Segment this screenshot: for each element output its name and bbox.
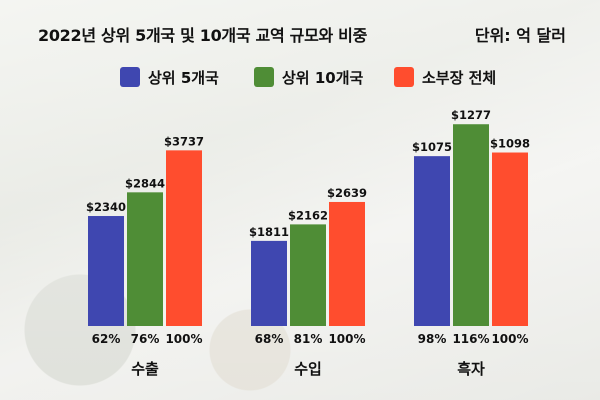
bar-group-0: $2340 62% $2844 76% $3737 100% 수출 (86, 134, 204, 378)
share-label-2-1: 116% (452, 332, 489, 346)
bar-1-0 (251, 240, 287, 326)
share-label-1-0: 68% (255, 332, 284, 346)
share-label-0-1: 76% (131, 332, 160, 346)
bar-2-2 (492, 152, 528, 326)
legend-label-top10: 상위 10개국 (282, 68, 364, 87)
value-label-2-1: $1277 (451, 108, 491, 122)
value-label-2-2: $1098 (490, 137, 530, 151)
bar-2-1 (453, 124, 489, 326)
legend-label-total: 소부장 전체 (422, 68, 497, 87)
value-label-1-1: $2162 (288, 208, 328, 222)
category-label-2: 흑자 (457, 360, 485, 378)
share-label-0-2: 100% (165, 332, 202, 346)
chart-title: 2022년 상위 5개국 및 10개국 교역 규모와 비중 (38, 26, 368, 45)
category-label-0: 수출 (131, 360, 159, 378)
bar-group-2: $1075 98% $1277 116% $1098 100% 흑자 (412, 108, 530, 378)
bar-group-1: $1811 68% $2162 81% $2639 100% 수입 (249, 186, 367, 378)
share-label-2-2: 100% (491, 332, 528, 346)
legend-swatch-top10 (254, 67, 274, 87)
share-label-0-0: 62% (92, 332, 121, 346)
value-label-0-0: $2340 (86, 200, 126, 214)
legend-item-total: 소부장 전체 (394, 64, 496, 90)
legend-item-top10: 상위 10개국 (254, 64, 363, 90)
value-label-1-0: $1811 (249, 225, 289, 239)
legend-swatch-top5 (120, 67, 140, 87)
legend: 상위 5개국 상위 10개국 소부장 전체 (0, 64, 600, 90)
bar-1-1 (290, 224, 326, 326)
value-label-0-1: $2844 (125, 176, 165, 190)
bar-0-1 (127, 192, 163, 326)
bar-2-0 (414, 156, 450, 326)
value-label-2-0: $1075 (412, 140, 452, 154)
bar-0-2 (166, 150, 202, 326)
unit-label: 단위: 억 달러 (474, 26, 566, 45)
share-label-2-0: 98% (418, 332, 447, 346)
legend-label-top5: 상위 5개국 (148, 68, 219, 87)
category-label-1: 수입 (294, 360, 322, 378)
value-label-1-2: $2639 (327, 186, 367, 200)
share-label-1-2: 100% (328, 332, 365, 346)
legend-item-top5: 상위 5개국 (120, 64, 219, 90)
share-label-1-1: 81% (294, 332, 323, 346)
bar-0-0 (88, 216, 124, 326)
legend-swatch-total (394, 67, 414, 87)
value-label-0-2: $3737 (164, 134, 204, 148)
bar-1-2 (329, 201, 365, 326)
